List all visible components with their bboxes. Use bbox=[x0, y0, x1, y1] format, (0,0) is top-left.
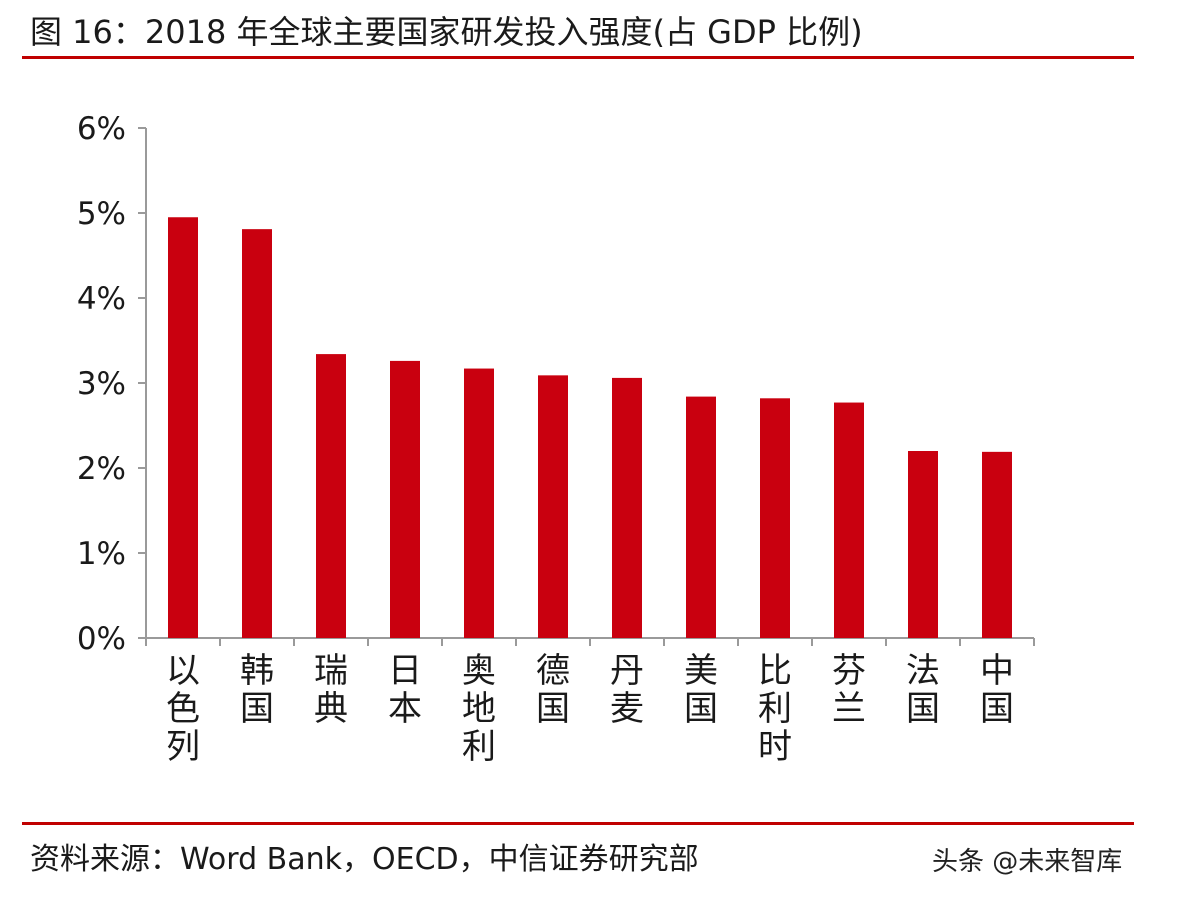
x-category-label: 丹麦 bbox=[610, 651, 644, 729]
y-tick-label: 4% bbox=[77, 281, 126, 317]
bars bbox=[168, 217, 1012, 638]
source-note: 资料来源：Word Bank，OECD，中信证券研究部 bbox=[30, 842, 699, 877]
x-category-label: 美国 bbox=[684, 651, 718, 729]
y-tick-label: 0% bbox=[77, 621, 126, 657]
y-axis-ticks: 0% 1% 2% 3% 4% 5% 6% bbox=[77, 111, 146, 657]
y-tick-label: 1% bbox=[77, 536, 126, 572]
x-category-label: 中国 bbox=[980, 651, 1014, 729]
x-category-label: 以色列 bbox=[166, 651, 200, 767]
bar-2 bbox=[242, 229, 272, 638]
y-tick-label: 6% bbox=[77, 111, 126, 147]
bar-11 bbox=[908, 451, 938, 638]
watermark: 头条 @未来智库 bbox=[932, 847, 1123, 877]
footer-divider bbox=[22, 822, 1134, 825]
x-category-label: 日本 bbox=[388, 651, 422, 729]
bar-4 bbox=[390, 360, 420, 638]
y-tick-label: 3% bbox=[77, 366, 126, 402]
bar-6 bbox=[538, 375, 568, 638]
bar-3 bbox=[316, 354, 346, 638]
y-tick-label: 2% bbox=[77, 451, 126, 487]
bar-1 bbox=[168, 217, 198, 638]
x-category-label: 韩国 bbox=[240, 651, 274, 729]
x-category-label: 法国 bbox=[906, 651, 940, 729]
x-category-label: 比利时 bbox=[758, 651, 792, 767]
x-category-label: 芬兰 bbox=[832, 651, 866, 729]
x-category-label: 德国 bbox=[536, 651, 570, 729]
bar-9 bbox=[760, 398, 790, 638]
bar-5 bbox=[464, 368, 494, 638]
chart-title: 图 16：2018 年全球主要国家研发投入强度(占 GDP 比例) bbox=[30, 13, 863, 51]
bar-10 bbox=[834, 402, 864, 638]
y-tick-label: 5% bbox=[77, 196, 126, 232]
x-category-label: 瑞典 bbox=[314, 651, 348, 729]
bar-12 bbox=[982, 451, 1012, 638]
bar-8 bbox=[686, 396, 716, 638]
x-category-label: 奥地利 bbox=[462, 651, 496, 767]
title-divider bbox=[22, 56, 1134, 59]
bar-7 bbox=[612, 377, 642, 638]
